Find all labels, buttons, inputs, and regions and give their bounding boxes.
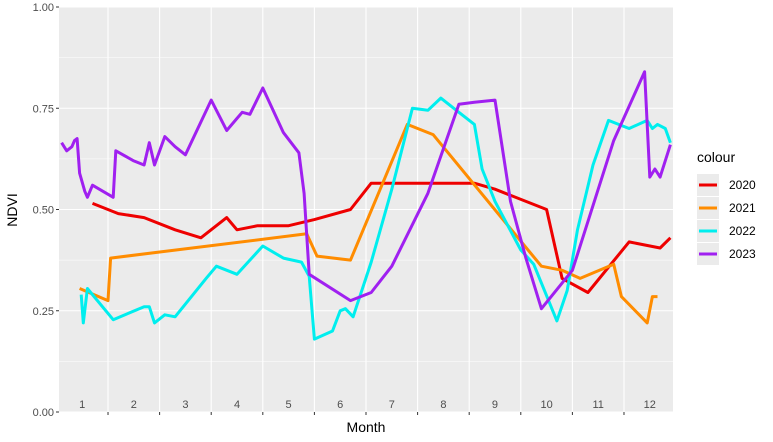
legend-label-2022: 2022 [729,224,756,238]
month-label: 8 [440,399,446,411]
legend-label-2021: 2021 [729,201,756,215]
month-label: 12 [644,399,656,411]
series-lines [60,70,672,341]
y-tick-label: 0.75 [33,103,54,115]
month-label: 9 [492,399,498,411]
month-labels: 1 2 3 4 5 6 7 8 9 10 11 12 [79,399,656,411]
month-label: 6 [337,399,343,411]
legend-label-2023: 2023 [729,247,756,261]
month-label: 10 [540,399,552,411]
y-axis-ticks: 0.00 0.25 0.50 0.75 1.00 [33,2,59,419]
y-tick-label: 1.00 [33,2,54,14]
month-label: 7 [389,399,395,411]
month-label: 4 [234,399,240,411]
series-line-2022 [79,96,672,341]
series-line-2021 [79,122,658,325]
month-label: 1 [79,399,85,411]
series-line-2020 [91,181,672,294]
y-tick-label: 0.25 [33,306,54,318]
month-label: 11 [592,399,603,411]
month-label: 3 [182,399,188,411]
month-label: 5 [286,399,292,411]
month-label: 2 [131,399,137,411]
legend-label-2020: 2020 [729,178,756,192]
legend: colour 2020 2021 2022 2023 [697,149,756,265]
y-tick-label: 0.00 [33,407,54,419]
x-axis-ticks [107,412,625,415]
series-line-2023 [60,70,672,311]
y-axis-title: NDVI [4,193,20,226]
y-tick-label: 0.50 [33,205,54,217]
legend-title: colour [697,149,735,165]
x-axis-title: Month [347,419,386,435]
